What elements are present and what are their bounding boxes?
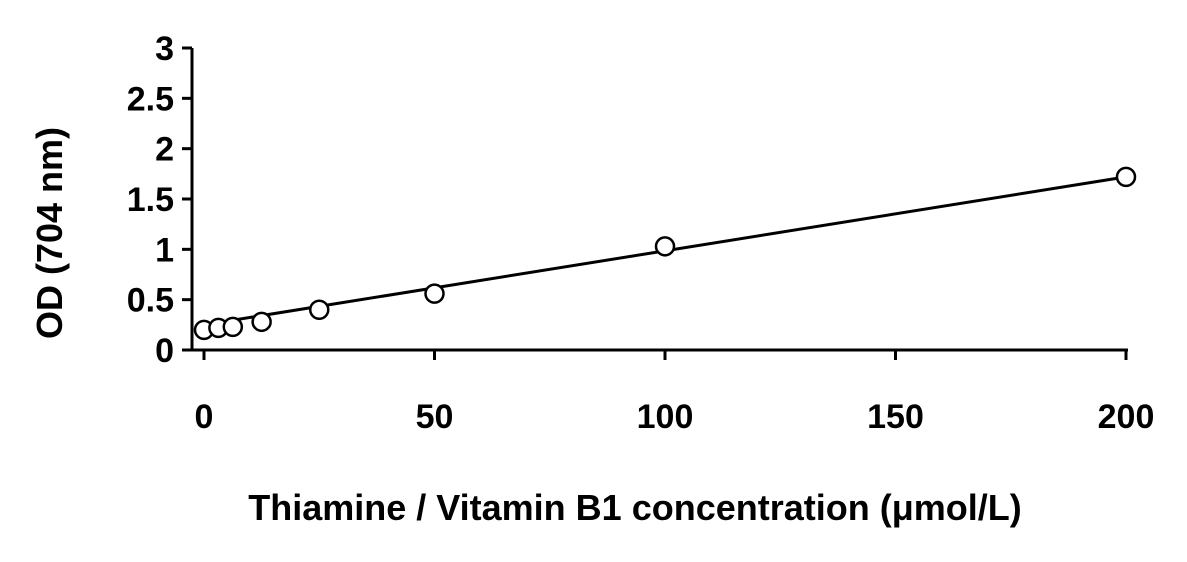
data-point: [309, 299, 330, 320]
data-point: [654, 236, 676, 257]
x-axis-title: Thiamine / Vitamin B1 concentration (μmo…: [248, 487, 1021, 528]
data-point: [251, 311, 272, 333]
x-tick-label: 0: [195, 398, 214, 436]
y-tick-label: 1: [155, 231, 174, 269]
data-points: [193, 166, 1137, 341]
data-point: [1115, 166, 1137, 188]
x-tick-label: 200: [1098, 398, 1155, 436]
data-point: [222, 316, 244, 338]
x-tick-label: 100: [637, 398, 694, 436]
plot-area: 0 0.5 1 1.5 2 2.5 3 0 50 100 150 200: [127, 30, 1155, 436]
y-tick-label: 2: [155, 131, 174, 169]
y-tick-label: 1.5: [127, 181, 174, 219]
y-tick-label: 3: [155, 30, 174, 68]
x-tick-label: 50: [416, 398, 454, 436]
y-axis-ticks: 0 0.5 1 1.5 2 2.5 3: [127, 30, 192, 370]
y-tick-label: 2.5: [127, 80, 174, 118]
x-tick-label: 150: [867, 398, 924, 436]
y-tick-label: 0.5: [127, 282, 174, 320]
y-axis-title: OD (704 nm): [29, 127, 70, 339]
x-axis-ticks: 0 50 100 150 200: [195, 350, 1155, 436]
y-tick-label: 0: [155, 332, 174, 370]
data-point: [424, 283, 445, 304]
